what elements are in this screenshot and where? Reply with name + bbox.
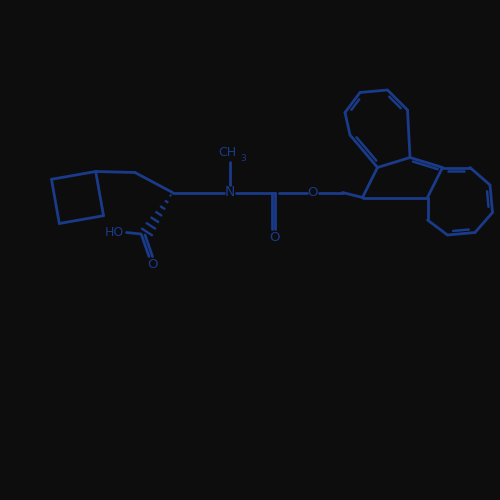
Text: N: N (225, 186, 235, 200)
Text: HO: HO (104, 226, 124, 239)
Text: O: O (270, 231, 280, 244)
Text: 3: 3 (240, 154, 246, 163)
Text: O: O (307, 186, 318, 199)
Text: O: O (147, 258, 158, 272)
Text: CH: CH (218, 146, 236, 159)
